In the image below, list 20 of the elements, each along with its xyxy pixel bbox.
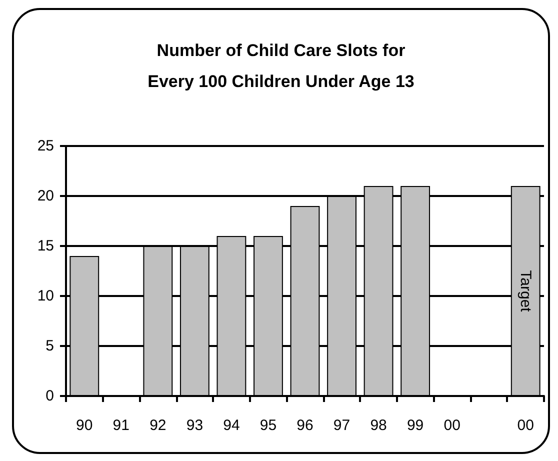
x-tick-label: 97 [333, 417, 350, 434]
x-tick-label: 96 [296, 417, 314, 434]
y-tick-label: 5 [46, 338, 54, 354]
x-tick-label: 00 [444, 417, 460, 434]
x-tick-label: 92 [150, 417, 166, 434]
x-tick-label: 93 [186, 417, 204, 434]
x-tick-label: 94 [223, 417, 240, 434]
x-tick-label: 91 [112, 417, 130, 434]
x-tick-label: 98 [370, 417, 387, 434]
y-tick-label: 15 [37, 238, 54, 254]
x-tick-label: 99 [406, 417, 424, 434]
x-tick-label: 90 [76, 417, 93, 434]
y-tick-label: 25 [37, 138, 54, 154]
chart-title: Number of Child Care Slots for Every 100 Children Under Age 13 [148, 41, 414, 91]
x-tick-label: 00 [517, 417, 534, 434]
data-label: Target [517, 270, 534, 313]
y-tick-label: 0 [46, 388, 54, 404]
y-tick-label: 20 [37, 188, 54, 204]
y-tick-label: 10 [37, 288, 54, 304]
x-tick-label: 95 [260, 417, 277, 434]
